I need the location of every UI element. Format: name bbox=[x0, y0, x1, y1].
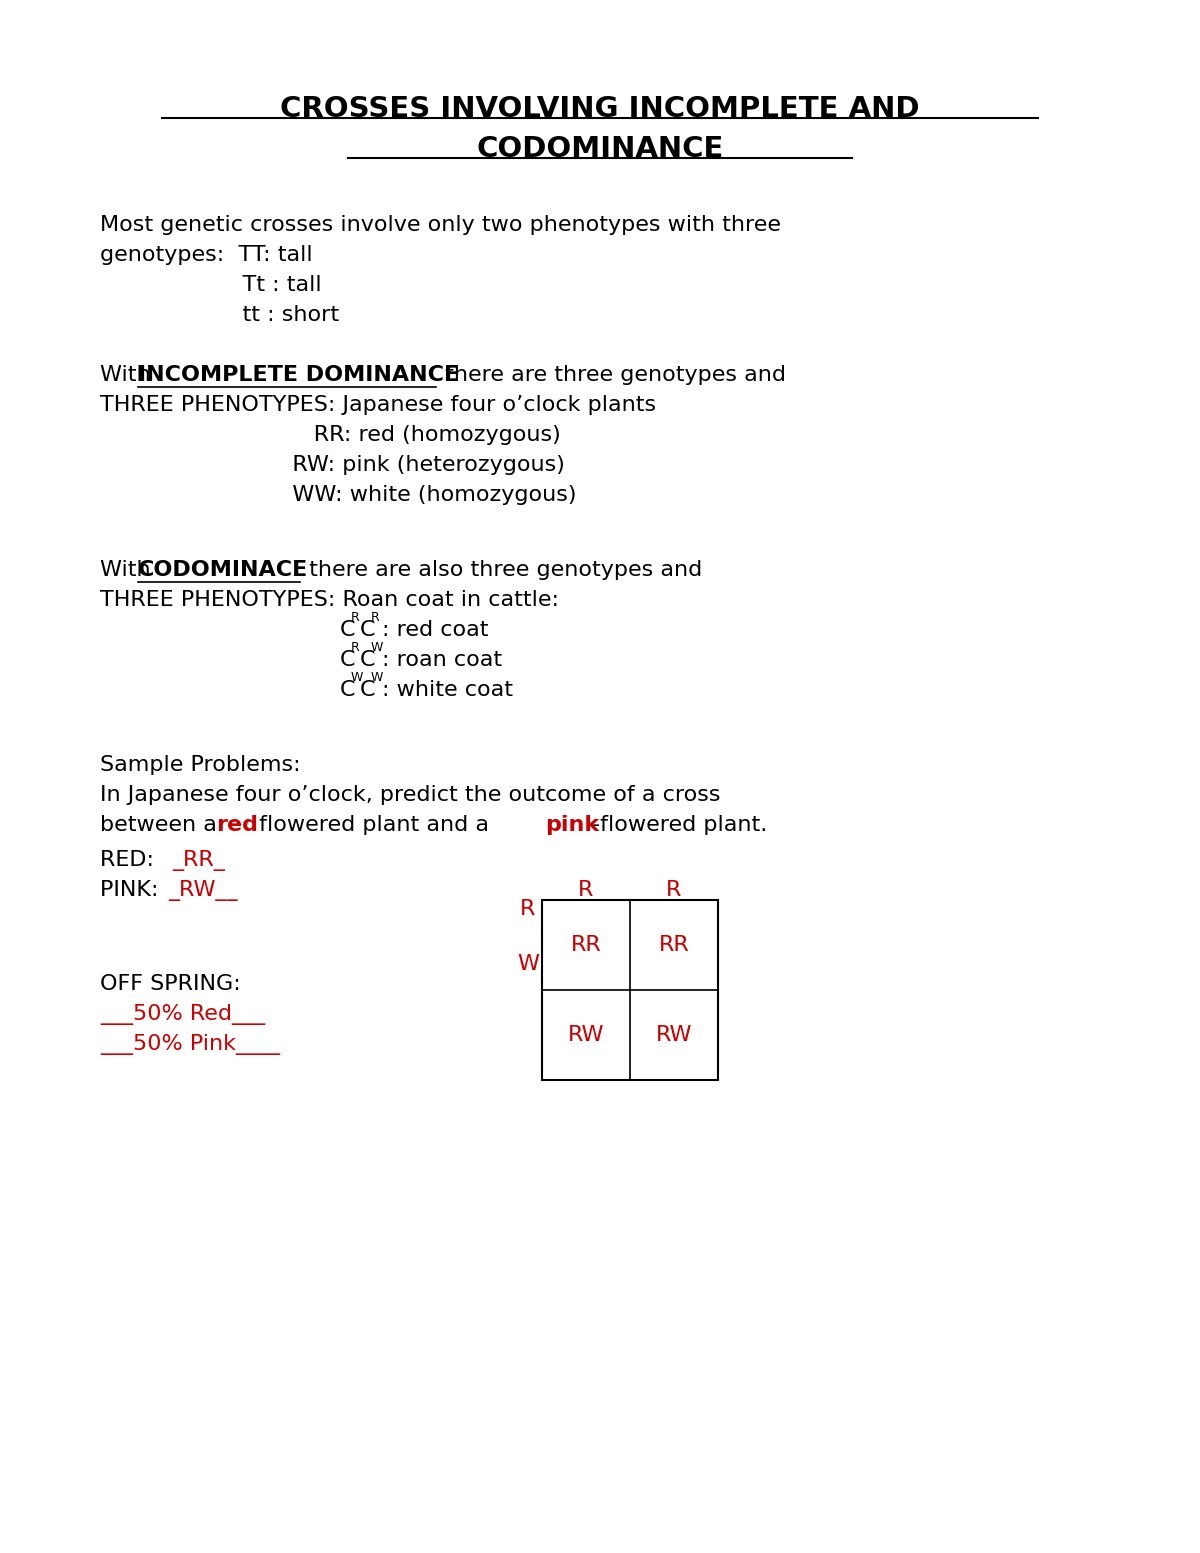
Text: CODOMINACE: CODOMINACE bbox=[138, 561, 308, 579]
Text: C: C bbox=[340, 651, 355, 669]
Text: With: With bbox=[100, 365, 157, 385]
Text: red: red bbox=[216, 815, 258, 836]
Text: RW: RW bbox=[568, 1025, 605, 1045]
Text: C: C bbox=[340, 620, 355, 640]
Text: RR: red (homozygous): RR: red (homozygous) bbox=[100, 426, 560, 446]
Text: INCOMPLETE DOMINANCE: INCOMPLETE DOMINANCE bbox=[138, 365, 460, 385]
Text: W: W bbox=[517, 954, 539, 974]
Text: R: R bbox=[352, 641, 360, 654]
Text: RR: RR bbox=[659, 935, 689, 955]
Text: WW: white (homozygous): WW: white (homozygous) bbox=[100, 485, 576, 505]
Text: W: W bbox=[352, 671, 364, 683]
Text: -flowered plant.: -flowered plant. bbox=[592, 815, 767, 836]
Text: ___50% Pink____: ___50% Pink____ bbox=[100, 1034, 280, 1054]
Text: : red coat: : red coat bbox=[382, 620, 488, 640]
Text: R: R bbox=[521, 899, 535, 919]
Text: W: W bbox=[371, 641, 383, 654]
Text: genotypes:  TT: tall: genotypes: TT: tall bbox=[100, 245, 313, 266]
Text: : roan coat: : roan coat bbox=[382, 651, 502, 669]
Text: tt : short: tt : short bbox=[100, 304, 340, 325]
Text: THREE PHENOTYPES: Roan coat in cattle:: THREE PHENOTYPES: Roan coat in cattle: bbox=[100, 590, 559, 610]
Text: In Japanese four o’clock, predict the outcome of a cross: In Japanese four o’clock, predict the ou… bbox=[100, 784, 720, 804]
Text: Most genetic crosses involve only two phenotypes with three: Most genetic crosses involve only two ph… bbox=[100, 214, 781, 235]
Text: C: C bbox=[360, 620, 376, 640]
Text: With: With bbox=[100, 561, 157, 579]
Text: R: R bbox=[666, 881, 682, 901]
Text: Sample Problems:: Sample Problems: bbox=[100, 755, 301, 775]
Text: C: C bbox=[360, 651, 376, 669]
Text: RW: pink (heterozygous): RW: pink (heterozygous) bbox=[100, 455, 565, 475]
Text: ___50% Red___: ___50% Red___ bbox=[100, 1003, 265, 1025]
Text: there are three genotypes and: there are three genotypes and bbox=[438, 365, 786, 385]
Text: _RR_: _RR_ bbox=[172, 849, 224, 871]
Text: R: R bbox=[352, 610, 360, 624]
Text: Tt : tall: Tt : tall bbox=[100, 275, 322, 295]
Text: RR: RR bbox=[571, 935, 601, 955]
Text: : white coat: : white coat bbox=[382, 680, 514, 700]
Text: between a: between a bbox=[100, 815, 224, 836]
Text: C: C bbox=[360, 680, 376, 700]
Text: THREE PHENOTYPES: Japanese four o’clock plants: THREE PHENOTYPES: Japanese four o’clock … bbox=[100, 394, 656, 415]
Text: RED:: RED: bbox=[100, 849, 168, 870]
Text: CROSSES INVOLVING INCOMPLETE AND: CROSSES INVOLVING INCOMPLETE AND bbox=[281, 95, 919, 123]
Text: CODOMINANCE: CODOMINANCE bbox=[476, 135, 724, 163]
Text: OFF SPRING:: OFF SPRING: bbox=[100, 974, 241, 994]
Text: pink: pink bbox=[545, 815, 599, 836]
Text: PINK:: PINK: bbox=[100, 881, 166, 901]
Bar bbox=[542, 901, 718, 1081]
Text: W: W bbox=[371, 671, 383, 683]
Text: R: R bbox=[578, 881, 594, 901]
Text: _RW__: _RW__ bbox=[168, 881, 238, 901]
Text: flowered plant and a: flowered plant and a bbox=[252, 815, 496, 836]
Text: there are also three genotypes and: there are also three genotypes and bbox=[302, 561, 702, 579]
Text: C: C bbox=[340, 680, 355, 700]
Text: RW: RW bbox=[655, 1025, 692, 1045]
Text: R: R bbox=[371, 610, 379, 624]
